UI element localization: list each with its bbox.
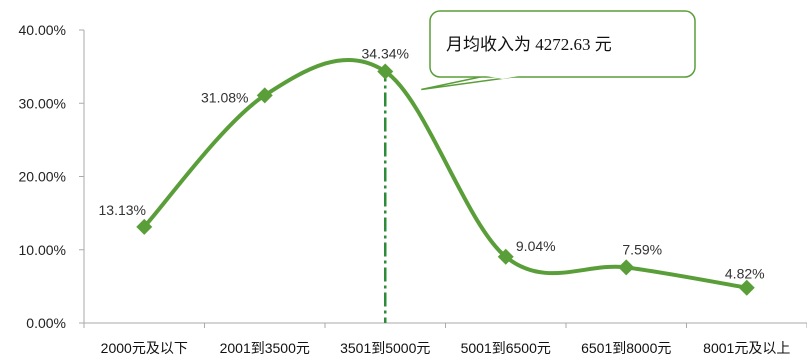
x-tick-label: 5001到6500元 xyxy=(461,340,551,356)
x-tick-label: 6501到8000元 xyxy=(581,340,671,356)
data-point-marker xyxy=(136,218,153,235)
data-label: 31.08% xyxy=(201,89,248,105)
y-tick-label: 20.00% xyxy=(19,169,66,185)
y-tick-label: 30.00% xyxy=(19,95,66,111)
annotation-callout: 月均收入为 4272.63 元 xyxy=(421,10,696,91)
data-point-marker xyxy=(256,87,273,104)
x-tick-label: 2001到3500元 xyxy=(220,340,310,356)
y-tick-label: 0.00% xyxy=(26,315,66,331)
y-axis-ticks: 0.00% 10.00% 20.00% 30.00% 40.00% xyxy=(19,22,84,331)
data-label: 4.82% xyxy=(725,266,765,282)
data-point-marker xyxy=(377,63,394,80)
x-tick-label: 8001元及以上 xyxy=(703,340,790,356)
annotation-box xyxy=(429,10,696,78)
x-axis-tickmarks xyxy=(83,323,807,328)
data-label: 13.13% xyxy=(99,202,146,218)
annotation-text: 月均收入为 4272.63 元 xyxy=(446,35,612,54)
data-labels: 13.13% 31.08% 34.34% 9.04% 7.59% 4.82% xyxy=(99,45,765,281)
data-point-marker xyxy=(497,248,514,265)
x-axis-labels: 2000元及以下 2001到3500元 3501到5000元 5001到6500元 65… xyxy=(101,340,791,356)
data-label: 34.34% xyxy=(362,45,409,61)
x-tick-label: 2000元及以下 xyxy=(101,340,188,356)
data-point-marker xyxy=(618,259,635,276)
data-point-marker xyxy=(738,279,755,296)
series-markers xyxy=(136,63,755,296)
x-tick-label: 3501到5000元 xyxy=(340,340,430,356)
y-tick-label: 40.00% xyxy=(19,22,66,38)
data-label: 7.59% xyxy=(622,241,662,257)
y-tick-label: 10.00% xyxy=(19,242,66,258)
data-label: 9.04% xyxy=(516,238,556,254)
annotation-pointer-joint xyxy=(486,76,519,79)
